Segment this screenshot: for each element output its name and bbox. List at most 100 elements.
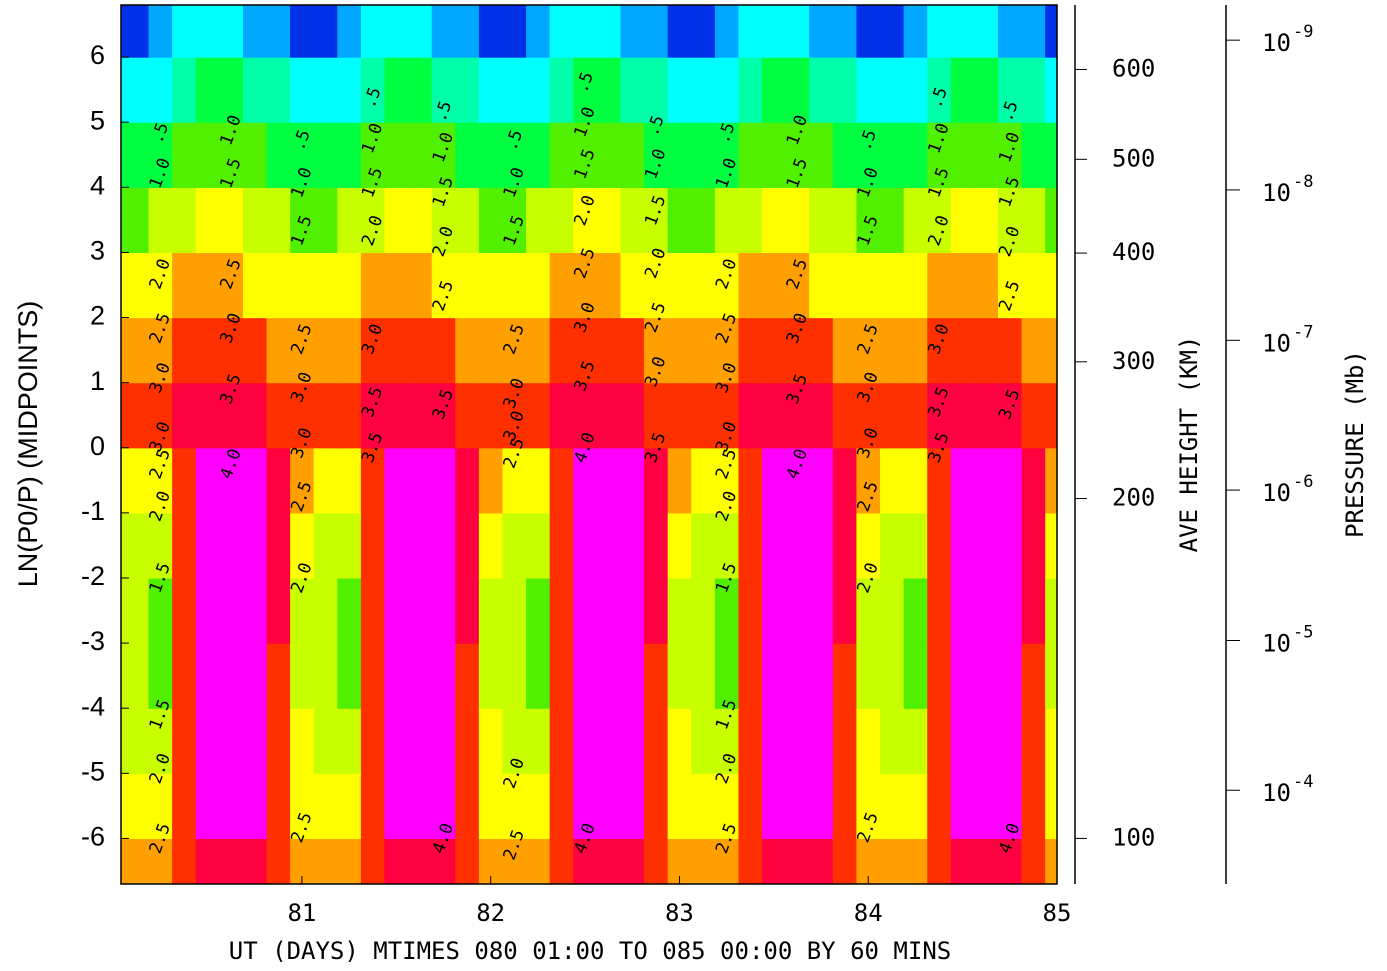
y-tick-label: 5 <box>90 105 105 135</box>
contour-cell <box>549 577 574 644</box>
contour-cell <box>809 643 834 709</box>
contour-cell <box>431 577 456 644</box>
contour-cell <box>927 447 952 514</box>
contour-cell <box>809 317 834 384</box>
y-tick-label: -4 <box>81 691 105 721</box>
contour-cell <box>242 577 268 644</box>
contour-cell <box>785 317 810 384</box>
contour-cell <box>596 187 622 254</box>
contour-cell <box>408 5 433 58</box>
contour-cell <box>431 773 456 840</box>
contour-cell <box>832 773 858 840</box>
contour-cell <box>974 708 999 774</box>
y-tick-label: 6 <box>90 40 105 70</box>
contour-cell <box>762 382 787 449</box>
contour-cell <box>596 122 622 188</box>
contour-cell <box>431 643 456 709</box>
contour-cell <box>121 317 150 384</box>
contour-cell <box>880 447 905 514</box>
contour-cell <box>384 447 409 514</box>
contour-cell <box>121 773 150 840</box>
contour-cell <box>242 838 268 884</box>
contour-cell <box>384 838 409 884</box>
contour-cell <box>785 643 810 709</box>
contour-cell <box>880 708 905 774</box>
contour-cell <box>121 252 150 319</box>
contour-cell <box>573 187 598 254</box>
contour-cell <box>195 643 220 709</box>
contour-cell <box>337 252 362 319</box>
pressure-tick-exponent: -9 <box>1293 22 1313 42</box>
contour-cell <box>620 512 645 579</box>
contour-cell <box>927 643 952 709</box>
contour-cell <box>478 317 504 384</box>
contour-cell <box>974 57 999 123</box>
contour-cell <box>832 447 858 514</box>
contour-cell <box>714 447 740 514</box>
contour-cell <box>148 773 173 840</box>
contour-cell <box>219 382 244 449</box>
contour-cell <box>974 5 999 58</box>
contour-cell <box>313 708 338 774</box>
contour-cell <box>266 773 291 840</box>
contour-cell <box>172 5 197 58</box>
contour-cell <box>998 57 1023 123</box>
contour-cell <box>762 643 787 709</box>
contour-cell <box>667 447 692 514</box>
contour-cell <box>691 57 716 123</box>
contour-cell <box>172 838 197 884</box>
contour-cell <box>738 5 763 58</box>
contour-cell <box>785 5 810 58</box>
x-tick-label: 83 <box>665 899 694 927</box>
contour-cell <box>195 838 220 884</box>
height-tick-label: 500 <box>1112 144 1155 172</box>
height-tick-label: 100 <box>1112 823 1155 851</box>
y-tick-label: 0 <box>90 431 105 461</box>
contour-cell <box>714 512 740 579</box>
contour-cell <box>880 382 905 449</box>
contour-cell <box>549 512 574 579</box>
contour-cell <box>950 577 976 644</box>
contour-cell <box>667 317 692 384</box>
contour-cell <box>644 122 669 188</box>
contour-cell <box>714 187 740 254</box>
contour-cell <box>266 447 291 514</box>
contour-cell <box>573 838 598 884</box>
contour-cell <box>172 512 197 579</box>
pressure-axis-title: PRESSURE (Mb) <box>1341 350 1369 538</box>
contour-cell <box>431 5 456 58</box>
y-tick-label: -1 <box>81 496 105 526</box>
contour-cell <box>573 252 598 319</box>
contour-cell <box>667 252 692 319</box>
contour-cell <box>785 512 810 579</box>
contour-cell <box>148 512 173 579</box>
contour-cell <box>195 57 220 123</box>
contour-cell <box>927 252 952 319</box>
contour-cell <box>1045 187 1057 254</box>
contour-cell <box>998 512 1023 579</box>
contour-cell <box>337 512 362 579</box>
contour-cell <box>809 708 834 774</box>
contour-cell <box>714 57 740 123</box>
contour-cell <box>290 57 315 123</box>
contour-cell <box>903 252 928 319</box>
contour-cell <box>785 838 810 884</box>
contour-cell <box>384 577 409 644</box>
contour-cell <box>313 577 338 644</box>
contour-cell <box>880 317 905 384</box>
contour-cell <box>738 57 763 123</box>
contour-cell <box>1045 252 1057 319</box>
contour-cell <box>455 512 480 579</box>
contour-cell <box>242 773 268 840</box>
contour-cell <box>644 447 669 514</box>
contour-cell <box>880 122 905 188</box>
contour-cell <box>384 773 409 840</box>
contour-cell <box>998 838 1023 884</box>
contour-cell <box>573 122 598 188</box>
contour-cell <box>644 57 669 123</box>
contour-cell <box>573 382 598 449</box>
contour-cell <box>738 577 763 644</box>
contour-cell <box>148 577 173 644</box>
y-tick-label: -3 <box>81 626 105 656</box>
